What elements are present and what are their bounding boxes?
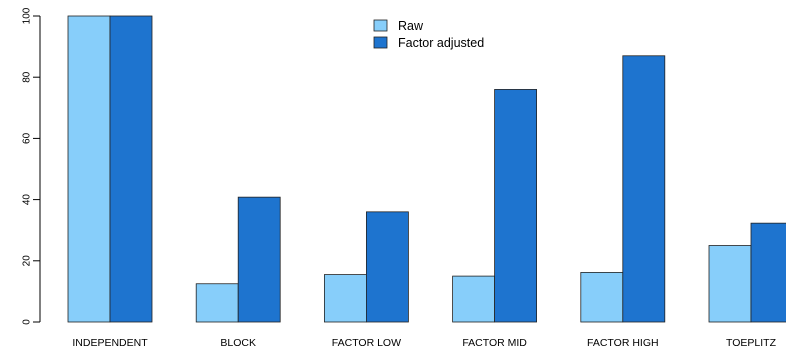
bar-group (67, 15, 153, 323)
legend-swatch (373, 19, 388, 32)
y-tick-label: 0 (22, 319, 33, 325)
y-tick-label: 40 (22, 194, 33, 206)
x-category-label: FACTOR MID (462, 337, 527, 349)
bar-factor-adjusted (109, 15, 153, 323)
bar-group (195, 196, 281, 323)
x-category-label: FACTOR HIGH (587, 337, 659, 349)
bar-group (580, 55, 666, 323)
x-category-label: INDEPENDENT (72, 337, 148, 349)
bar-groups (67, 15, 786, 323)
bar-factor-adjusted (237, 196, 281, 323)
legend: Raw Factor adjusted (373, 19, 484, 50)
x-category-label: FACTOR LOW (332, 337, 401, 349)
x-category-label: BLOCK (220, 337, 256, 349)
y-tick-label: 60 (22, 132, 33, 144)
bar-raw (323, 274, 367, 323)
y-axis: 0 20 40 60 80 100 (22, 7, 41, 325)
bar-factor-adjusted (494, 89, 538, 323)
y-tick-label: 20 (22, 255, 33, 267)
legend-swatch (373, 36, 388, 49)
legend-label: Raw (398, 19, 424, 33)
bar-group (452, 89, 538, 323)
bar-group (708, 222, 786, 323)
bar-factor-adjusted (365, 211, 409, 323)
bar-raw (195, 283, 239, 323)
legend-label: Factor adjusted (398, 36, 484, 50)
y-tick-label: 100 (22, 7, 33, 24)
bar-factor-adjusted (750, 222, 786, 323)
bar-raw (708, 245, 752, 323)
bar-factor-adjusted (622, 55, 666, 323)
y-tick-label: 80 (22, 71, 33, 83)
x-category-label: TOEPLITZ (726, 337, 777, 349)
bar-raw (580, 272, 624, 323)
bar-raw (452, 275, 496, 323)
x-axis-labels: INDEPENDENT BLOCK FACTOR LOW FACTOR MID FACT… (72, 337, 776, 349)
bar-group (323, 211, 409, 323)
bar-raw (67, 15, 111, 323)
